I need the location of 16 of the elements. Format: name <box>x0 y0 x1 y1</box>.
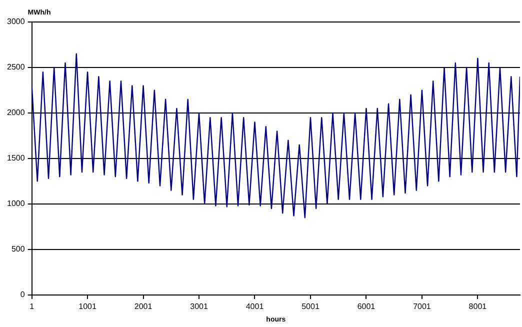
y-tick-label: 1500 <box>7 154 26 163</box>
y-tick-label: 1000 <box>7 199 26 208</box>
x-tick-label: 2001 <box>134 302 153 312</box>
y-tick-label: 3000 <box>7 17 26 26</box>
x-tick-label: 7001 <box>413 302 432 312</box>
y-tick-label: 2500 <box>7 62 26 72</box>
x-tick-label: 1001 <box>78 302 97 312</box>
x-tick-label: 4001 <box>246 302 264 312</box>
x-tick-label: 1 <box>30 302 35 312</box>
y-tick-label: 500 <box>11 244 26 254</box>
y-tick-label: 2000 <box>7 108 26 118</box>
x-tick-label: 3001 <box>190 302 208 312</box>
x-tick-label: 6001 <box>357 302 376 312</box>
y-tick-label: 0 <box>20 290 26 300</box>
x-tick-label: 5001 <box>302 302 320 312</box>
x-tick-label: 8001 <box>468 302 488 312</box>
